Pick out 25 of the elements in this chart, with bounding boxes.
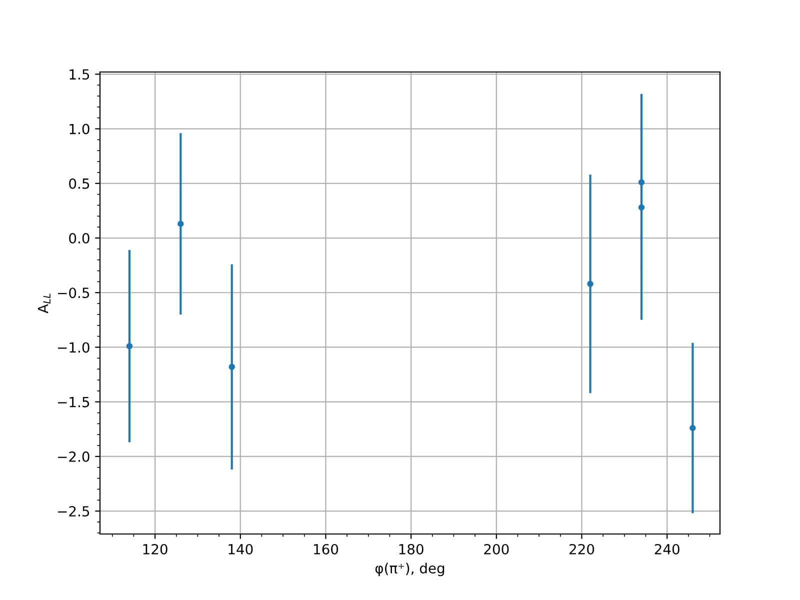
y-tick-label: −0.5 xyxy=(58,288,90,298)
x-tick-label: 120 xyxy=(143,544,168,554)
x-tick-label: 160 xyxy=(314,544,338,554)
y-tick-label: 0.5 xyxy=(69,178,90,189)
y-axis-title: A$_{LL}$ xyxy=(38,294,50,314)
y-tick-label: −1.5 xyxy=(58,396,90,408)
point xyxy=(228,364,235,370)
y-tick-label: −2.0 xyxy=(58,451,90,462)
point xyxy=(587,280,594,288)
x-axis-title: φ(π⁺), deg xyxy=(375,562,444,576)
x-tick-label: 200 xyxy=(484,544,509,554)
x-tick-label: 180 xyxy=(399,544,424,554)
point xyxy=(178,220,184,227)
x-tick-label: 240 xyxy=(654,544,680,554)
point xyxy=(126,343,133,350)
y-tick-label: −1.0 xyxy=(58,342,90,353)
y-tick-label: 1.5 xyxy=(70,69,90,80)
y-tick-label: 1.0 xyxy=(70,124,90,134)
point xyxy=(638,204,645,211)
y-tick-label: −2.5 xyxy=(58,506,90,517)
x-tick-label: 140 xyxy=(228,544,253,554)
point xyxy=(638,179,645,186)
point xyxy=(690,424,696,432)
x-tick-label: 220 xyxy=(570,544,594,554)
y-tick-label: 0.0 xyxy=(69,232,90,244)
